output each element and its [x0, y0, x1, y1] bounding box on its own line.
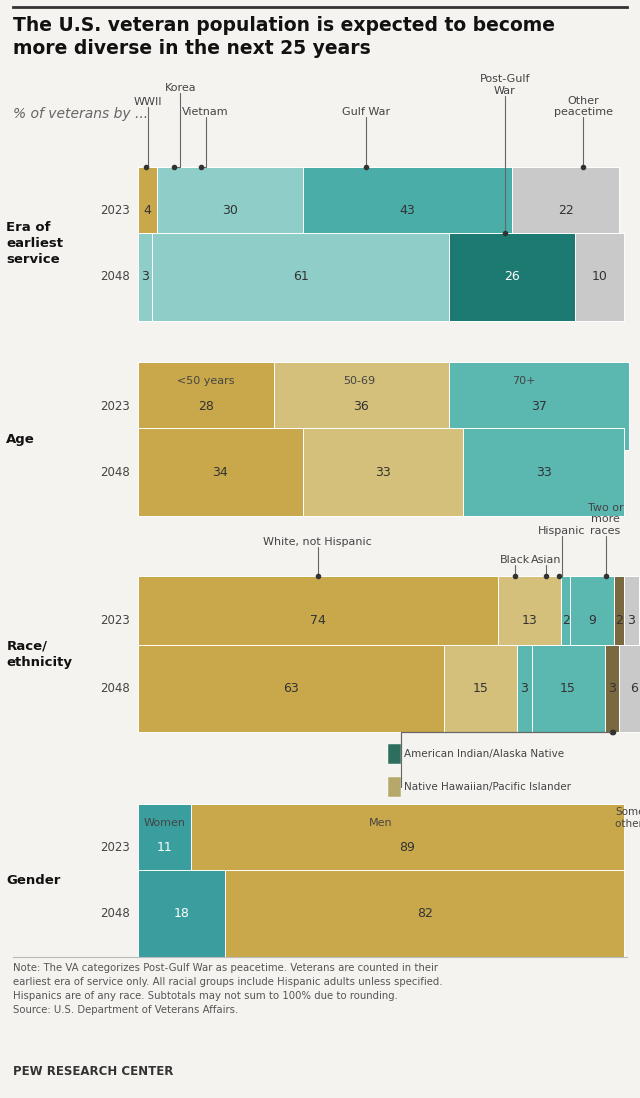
Text: White, not Hispanic: White, not Hispanic: [263, 537, 372, 547]
Bar: [138, 428, 303, 516]
Text: 61: 61: [292, 270, 308, 283]
Text: 2048: 2048: [100, 907, 130, 920]
Bar: [191, 804, 624, 892]
Text: 70+: 70+: [513, 377, 536, 386]
Text: 11: 11: [156, 841, 172, 854]
Text: The U.S. veteran population is expected to become
more diverse in the next 25 ye: The U.S. veteran population is expected …: [13, 16, 555, 58]
Bar: [138, 576, 497, 664]
Bar: [138, 362, 274, 450]
Bar: [274, 362, 449, 450]
Text: 43: 43: [399, 204, 415, 217]
Text: 2023: 2023: [100, 400, 130, 413]
Text: Other
peacetime: Other peacetime: [554, 96, 612, 117]
Text: 9: 9: [588, 614, 596, 627]
Bar: [138, 167, 157, 255]
Text: 3: 3: [520, 682, 528, 695]
Bar: [225, 870, 624, 957]
Text: Age: Age: [6, 433, 35, 446]
Text: PEW RESEARCH CENTER: PEW RESEARCH CENTER: [13, 1065, 173, 1078]
Text: Post-Gulf
War: Post-Gulf War: [479, 74, 530, 96]
Bar: [138, 233, 152, 321]
Text: 2: 2: [615, 614, 623, 627]
Text: Era of
earliest
service: Era of earliest service: [6, 222, 63, 266]
Text: <50 years: <50 years: [177, 377, 234, 386]
Text: 6: 6: [630, 682, 637, 695]
Text: 2048: 2048: [100, 682, 130, 695]
Text: 28: 28: [198, 400, 214, 413]
Text: 82: 82: [417, 907, 433, 920]
Bar: [463, 428, 624, 516]
Text: 4: 4: [143, 204, 151, 217]
Text: 36: 36: [353, 400, 369, 413]
Bar: [561, 576, 570, 664]
Text: 13: 13: [521, 614, 537, 627]
Text: % of veterans by ...: % of veterans by ...: [13, 107, 148, 121]
Text: 3: 3: [627, 614, 636, 627]
Text: Race/
ethnicity: Race/ ethnicity: [6, 640, 72, 669]
Text: Note: The VA categorizes Post-Gulf War as peacetime. Veterans are counted in the: Note: The VA categorizes Post-Gulf War a…: [13, 963, 442, 1015]
Bar: [303, 428, 463, 516]
Text: Korea: Korea: [164, 83, 196, 93]
Bar: [619, 645, 640, 732]
Bar: [138, 645, 444, 732]
Bar: [152, 233, 449, 321]
Text: 3: 3: [608, 682, 616, 695]
Text: 30: 30: [222, 204, 238, 217]
Text: Women: Women: [143, 818, 186, 828]
Text: 89: 89: [399, 841, 415, 854]
Text: 74: 74: [310, 614, 326, 627]
Bar: [388, 744, 401, 764]
Text: Native Hawaiian/Pacific Islander: Native Hawaiian/Pacific Islander: [404, 782, 571, 793]
Text: Gulf War: Gulf War: [342, 108, 390, 117]
Text: 2048: 2048: [100, 466, 130, 479]
Text: Some
other race: Some other race: [615, 807, 640, 829]
Text: 10: 10: [592, 270, 607, 283]
Bar: [388, 777, 401, 797]
Text: 50-69: 50-69: [343, 377, 375, 386]
Text: 2023: 2023: [100, 841, 130, 854]
Text: 2048: 2048: [100, 270, 130, 283]
Text: 37: 37: [531, 400, 547, 413]
Text: 34: 34: [212, 466, 228, 479]
Text: Black: Black: [499, 556, 530, 565]
Bar: [303, 167, 512, 255]
Text: 15: 15: [472, 682, 488, 695]
Bar: [512, 167, 619, 255]
Text: 15: 15: [560, 682, 576, 695]
Text: Vietnam: Vietnam: [182, 108, 229, 117]
Text: American Indian/Alaska Native: American Indian/Alaska Native: [404, 749, 564, 760]
Text: 2023: 2023: [100, 204, 130, 217]
Bar: [157, 167, 303, 255]
Text: 2: 2: [562, 614, 570, 627]
Bar: [444, 645, 517, 732]
Bar: [575, 233, 624, 321]
Text: 22: 22: [557, 204, 573, 217]
Bar: [138, 804, 191, 892]
Bar: [449, 362, 629, 450]
Bar: [532, 645, 605, 732]
Text: 18: 18: [173, 907, 189, 920]
Text: WWII: WWII: [134, 97, 163, 107]
Text: Two or
more
races: Two or more races: [588, 503, 623, 536]
Bar: [614, 576, 624, 664]
Text: 63: 63: [283, 682, 299, 695]
Text: Men: Men: [369, 818, 392, 828]
Text: 33: 33: [375, 466, 391, 479]
Bar: [570, 576, 614, 664]
Text: 33: 33: [536, 466, 552, 479]
Text: Asian: Asian: [531, 556, 561, 565]
Bar: [605, 645, 619, 732]
Bar: [449, 233, 575, 321]
Text: Gender: Gender: [6, 874, 61, 887]
Bar: [517, 645, 532, 732]
Text: 2023: 2023: [100, 614, 130, 627]
Bar: [497, 576, 561, 664]
Bar: [624, 576, 639, 664]
Text: Hispanic: Hispanic: [538, 526, 586, 536]
Text: 3: 3: [141, 270, 149, 283]
Bar: [138, 870, 225, 957]
Text: 26: 26: [504, 270, 520, 283]
